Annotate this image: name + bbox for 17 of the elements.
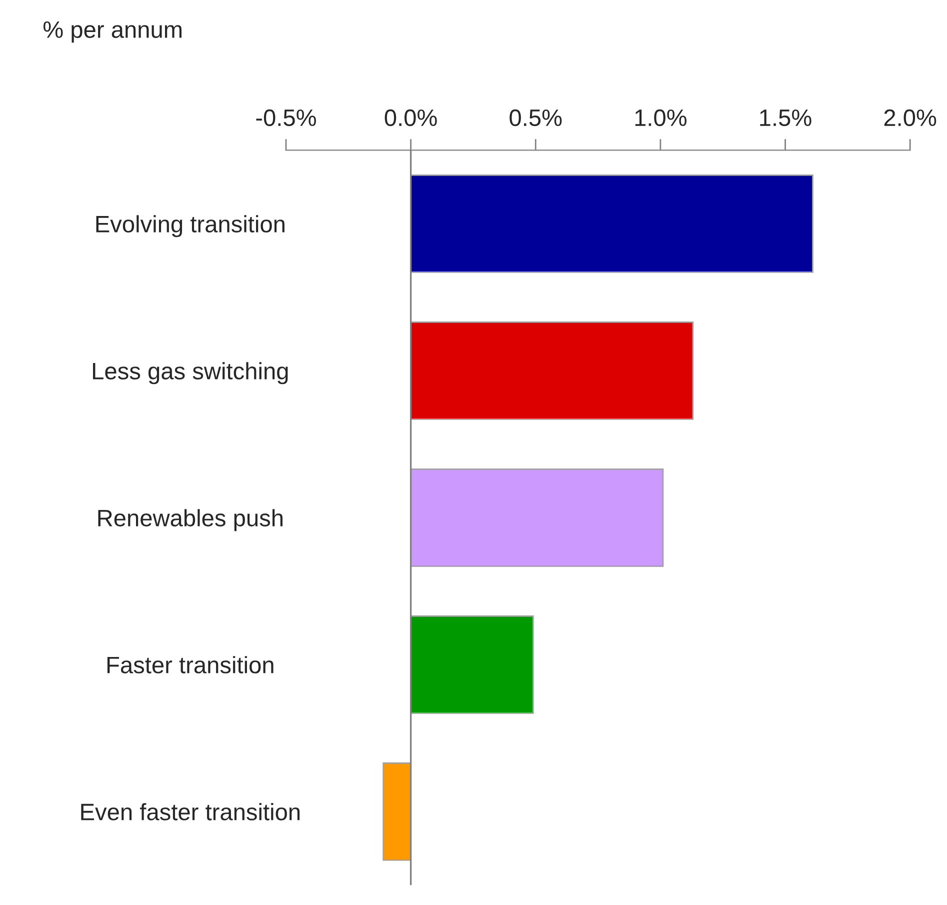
x-tick-label: 1.5%	[760, 110, 812, 126]
x-tick-label: 0.0%	[384, 109, 437, 126]
x-tick-label: 0.5%	[510, 109, 562, 126]
bar	[382, 762, 412, 861]
y-tick-label: Evolving transition	[96, 215, 284, 238]
bar	[410, 468, 664, 567]
y-tick-label: Even faster transition	[81, 803, 300, 820]
bar	[410, 321, 694, 420]
y-tick-label: Faster transition	[107, 656, 274, 674]
bar	[410, 174, 814, 273]
x-tick-label: 2.0%	[884, 109, 936, 126]
bar	[410, 615, 534, 714]
y-tick-label: Renewables push	[98, 509, 282, 532]
x-axis-title: % per annum	[43, 21, 182, 43]
y-tick-label: Less gas switching	[93, 362, 288, 384]
x-tick-label: -0.5%	[256, 109, 316, 126]
x-tick-label: 1.0%	[635, 109, 687, 126]
